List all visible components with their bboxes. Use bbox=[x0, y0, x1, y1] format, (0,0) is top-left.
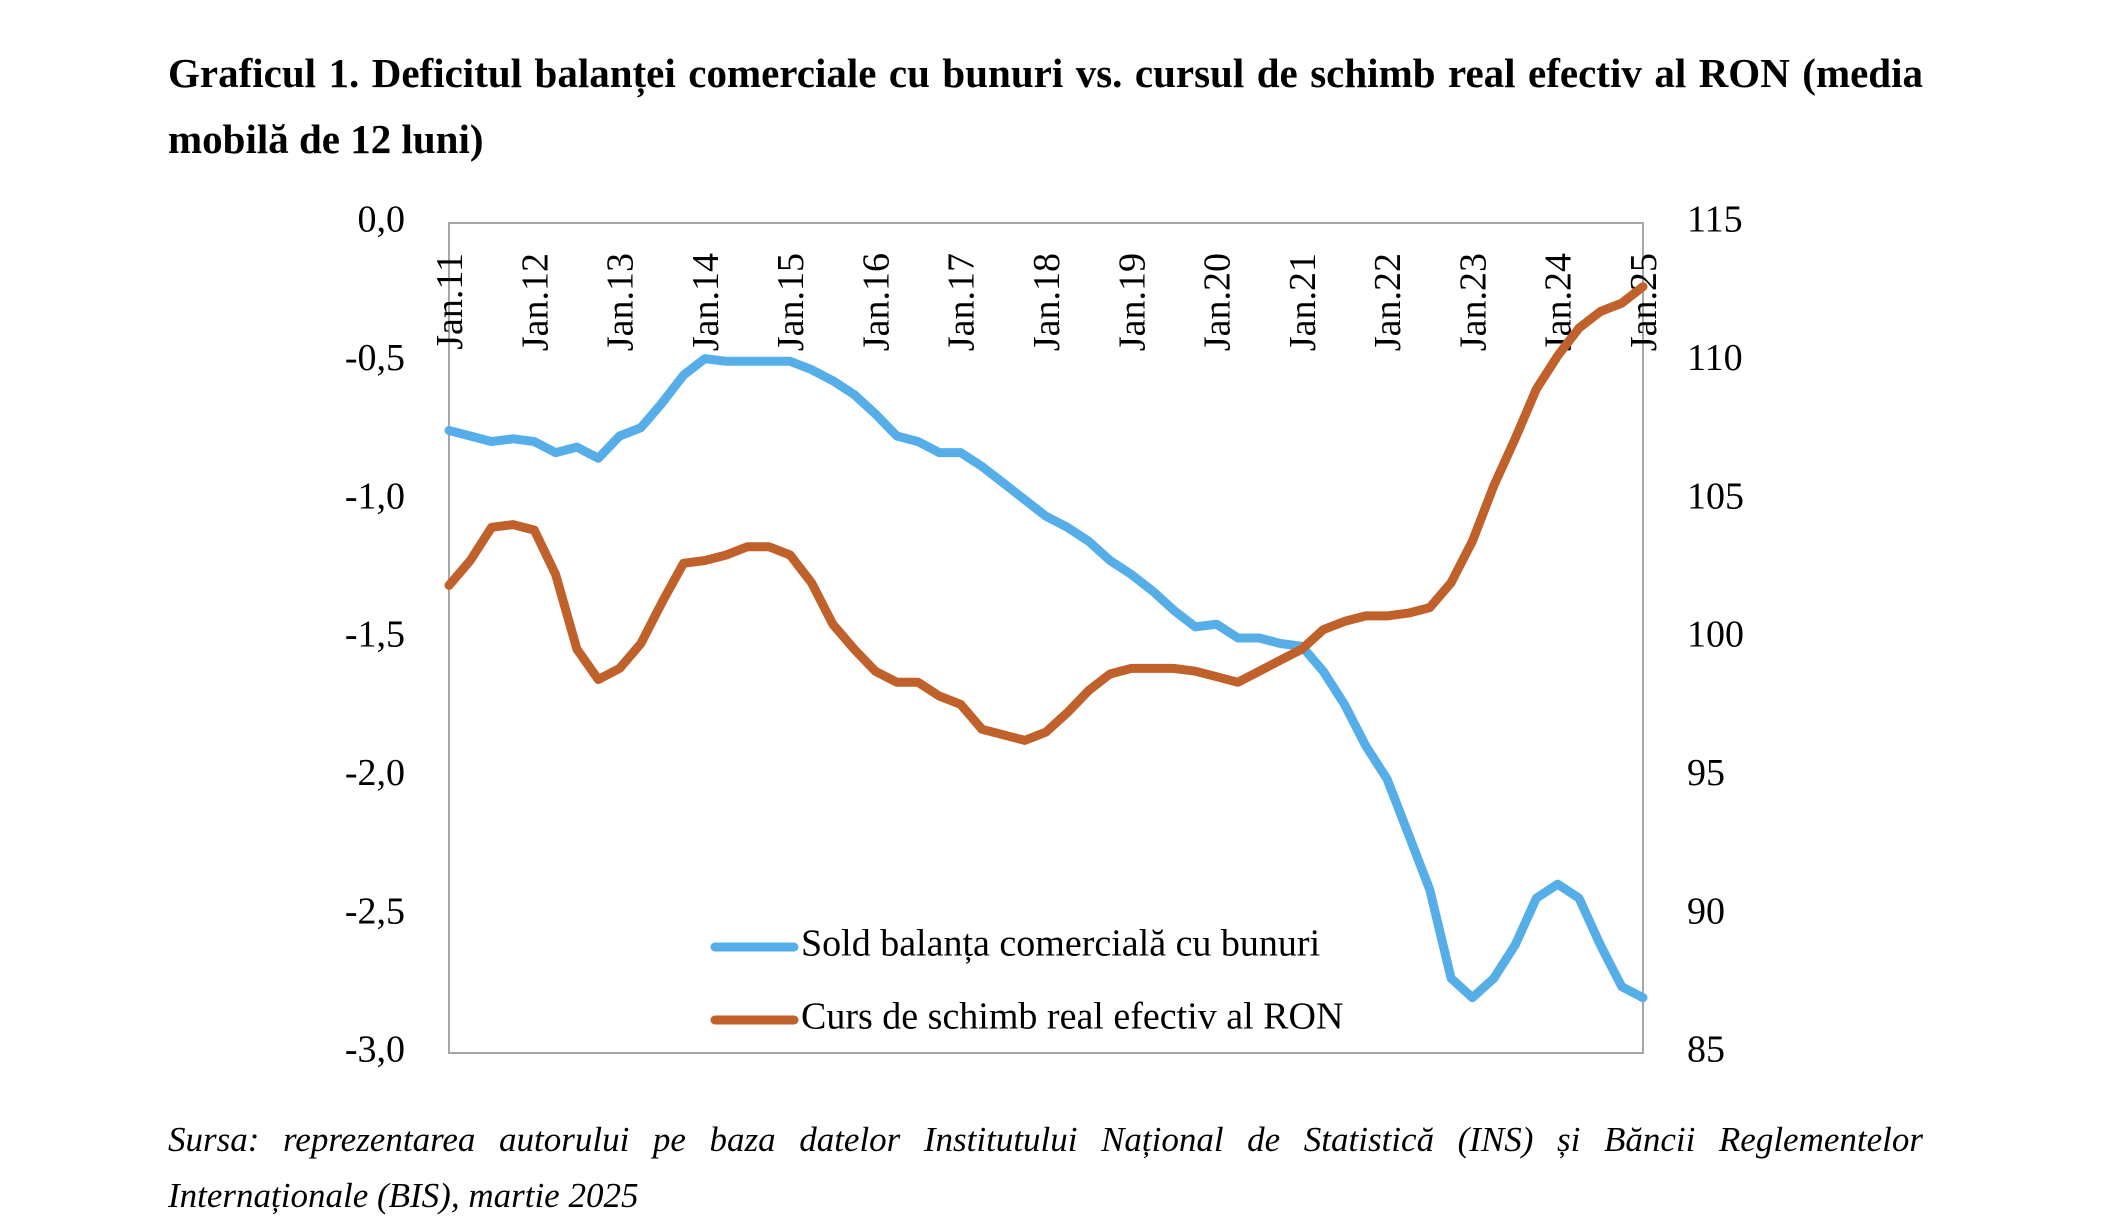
y2-tick-label: 105 bbox=[1687, 475, 1744, 517]
y-tick-label: -3,0 bbox=[345, 1029, 405, 1071]
legend-label: Curs de schimb real efectiv al RON bbox=[801, 996, 1343, 1038]
x-tick-label: Jan.11 bbox=[429, 253, 471, 350]
y2-tick-label: 95 bbox=[1687, 752, 1725, 794]
x-tick-label: Jan.13 bbox=[600, 253, 642, 351]
x-tick-label: Jan.14 bbox=[685, 253, 727, 351]
source-note: Sursa: reprezentarea autorului pe baza d… bbox=[168, 1120, 1923, 1215]
plot-frame bbox=[448, 222, 1644, 1054]
y-tick-label: -1,0 bbox=[345, 475, 405, 517]
series-line bbox=[444, 282, 1648, 745]
x-tick-label: Jan.23 bbox=[1452, 253, 1494, 351]
y2-tick-label: 90 bbox=[1687, 890, 1725, 932]
y2-tick-label: 85 bbox=[1687, 1029, 1725, 1071]
x-tick-label: Jan.20 bbox=[1197, 253, 1239, 351]
x-tick-label: Jan.22 bbox=[1367, 253, 1409, 351]
y2-tick-label: 115 bbox=[1687, 199, 1743, 241]
x-tick-label: Jan.19 bbox=[1111, 253, 1153, 351]
x-tick-label: Jan.15 bbox=[770, 253, 812, 351]
series-line bbox=[444, 354, 1648, 1003]
y-tick-label: -1,5 bbox=[345, 614, 405, 656]
y-tick-label: 0,0 bbox=[358, 199, 406, 241]
y2-tick-label: 110 bbox=[1687, 337, 1743, 379]
y-tick-label: -0,5 bbox=[345, 337, 405, 379]
x-tick-label: Jan.21 bbox=[1282, 253, 1324, 351]
legend-label: Sold balanța comercială cu bunuri bbox=[801, 923, 1320, 965]
x-tick-label: Jan.12 bbox=[514, 253, 556, 351]
y-tick-label: -2,0 bbox=[345, 752, 405, 794]
chart-title: Graficul 1. Deficitul balanței comercial… bbox=[168, 50, 1923, 162]
x-tick-label: Jan.18 bbox=[1026, 253, 1068, 351]
y-tick-label: -2,5 bbox=[345, 890, 405, 932]
x-tick-label: Jan.16 bbox=[855, 253, 897, 351]
y2-tick-label: 100 bbox=[1687, 614, 1744, 656]
x-tick-label: Jan.17 bbox=[941, 253, 983, 351]
